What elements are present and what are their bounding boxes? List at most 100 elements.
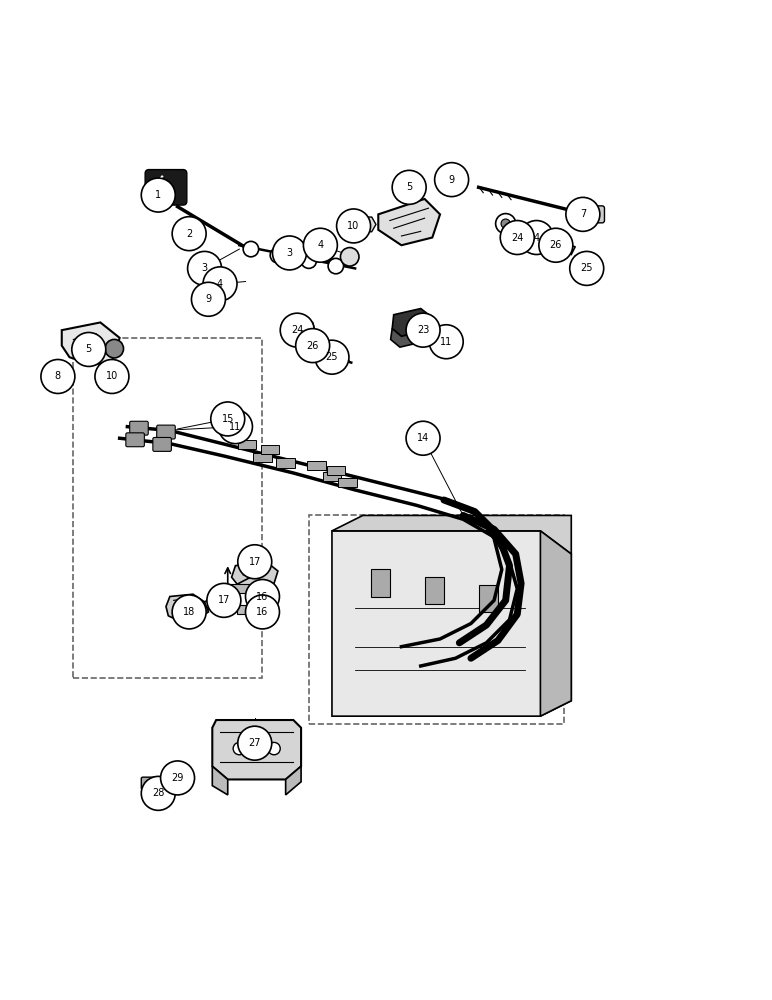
Circle shape (259, 603, 271, 616)
Text: 4: 4 (217, 279, 223, 289)
Polygon shape (332, 515, 571, 554)
Text: 11: 11 (440, 337, 452, 347)
Circle shape (245, 580, 279, 613)
Text: 1: 1 (155, 190, 161, 200)
Circle shape (303, 228, 337, 262)
Circle shape (328, 258, 344, 274)
Circle shape (500, 221, 534, 255)
Polygon shape (286, 766, 301, 795)
Circle shape (501, 219, 510, 228)
Circle shape (566, 197, 600, 231)
Text: 10: 10 (106, 371, 118, 381)
Circle shape (280, 313, 314, 347)
Circle shape (238, 726, 272, 760)
Bar (276, 458, 295, 468)
Text: 4: 4 (533, 233, 540, 243)
Circle shape (95, 359, 129, 393)
Bar (307, 461, 326, 470)
FancyBboxPatch shape (141, 777, 169, 790)
FancyBboxPatch shape (126, 433, 144, 447)
Text: 2: 2 (186, 229, 192, 239)
Polygon shape (378, 199, 440, 245)
Bar (238, 440, 256, 449)
Polygon shape (359, 217, 376, 232)
Circle shape (141, 178, 175, 212)
Circle shape (141, 776, 175, 810)
Circle shape (270, 248, 286, 263)
Text: 16: 16 (256, 607, 269, 617)
Circle shape (233, 742, 245, 755)
Text: 15: 15 (222, 414, 234, 424)
Text: 5: 5 (86, 344, 92, 354)
Circle shape (315, 340, 349, 374)
Circle shape (238, 545, 272, 579)
FancyBboxPatch shape (145, 170, 187, 205)
Circle shape (72, 332, 106, 366)
Polygon shape (106, 369, 123, 384)
Text: 28: 28 (152, 788, 164, 798)
Polygon shape (232, 562, 278, 586)
FancyBboxPatch shape (130, 421, 148, 435)
Bar (229, 584, 257, 593)
Text: 14: 14 (417, 433, 429, 443)
Bar (323, 472, 341, 481)
Circle shape (207, 583, 241, 617)
Circle shape (172, 770, 180, 778)
Circle shape (301, 253, 317, 268)
FancyBboxPatch shape (153, 437, 171, 451)
Circle shape (337, 209, 371, 243)
Text: 9: 9 (449, 175, 455, 185)
Bar (479, 585, 498, 612)
Circle shape (539, 228, 573, 262)
Circle shape (251, 583, 263, 595)
Text: 27: 27 (249, 738, 261, 748)
Text: 25: 25 (326, 352, 338, 362)
Bar (425, 577, 444, 604)
Circle shape (211, 402, 245, 436)
Circle shape (268, 742, 280, 755)
FancyBboxPatch shape (577, 206, 604, 223)
Text: 17: 17 (249, 557, 261, 567)
Polygon shape (166, 594, 208, 622)
Circle shape (161, 761, 195, 795)
Text: 23: 23 (417, 325, 429, 335)
Polygon shape (391, 329, 426, 347)
Circle shape (406, 313, 440, 347)
Text: 17: 17 (218, 595, 230, 605)
Text: 24: 24 (511, 233, 523, 243)
Circle shape (340, 248, 359, 266)
Circle shape (41, 359, 75, 393)
Polygon shape (62, 322, 120, 365)
Bar (261, 445, 279, 454)
Polygon shape (46, 367, 65, 383)
Circle shape (218, 410, 252, 444)
FancyBboxPatch shape (157, 425, 175, 439)
Circle shape (392, 170, 426, 204)
Polygon shape (392, 309, 431, 336)
Text: 29: 29 (171, 773, 184, 783)
Text: 26: 26 (550, 240, 562, 250)
Circle shape (188, 251, 222, 285)
Circle shape (191, 282, 225, 316)
Circle shape (296, 329, 330, 363)
Text: 4: 4 (317, 240, 323, 250)
Bar (253, 453, 272, 462)
Circle shape (435, 163, 469, 197)
Text: 11: 11 (229, 422, 242, 432)
Bar (338, 478, 357, 487)
Circle shape (245, 595, 279, 629)
Circle shape (168, 766, 184, 782)
Polygon shape (212, 766, 228, 795)
Text: 18: 18 (183, 607, 195, 617)
Circle shape (520, 221, 554, 255)
Circle shape (105, 339, 124, 358)
Polygon shape (540, 531, 571, 716)
Circle shape (429, 325, 463, 359)
Circle shape (315, 244, 334, 262)
Text: 9: 9 (205, 294, 212, 304)
Circle shape (172, 217, 206, 251)
Circle shape (273, 236, 306, 270)
Text: 10: 10 (347, 221, 360, 231)
Polygon shape (332, 531, 571, 716)
Text: 5: 5 (406, 182, 412, 192)
